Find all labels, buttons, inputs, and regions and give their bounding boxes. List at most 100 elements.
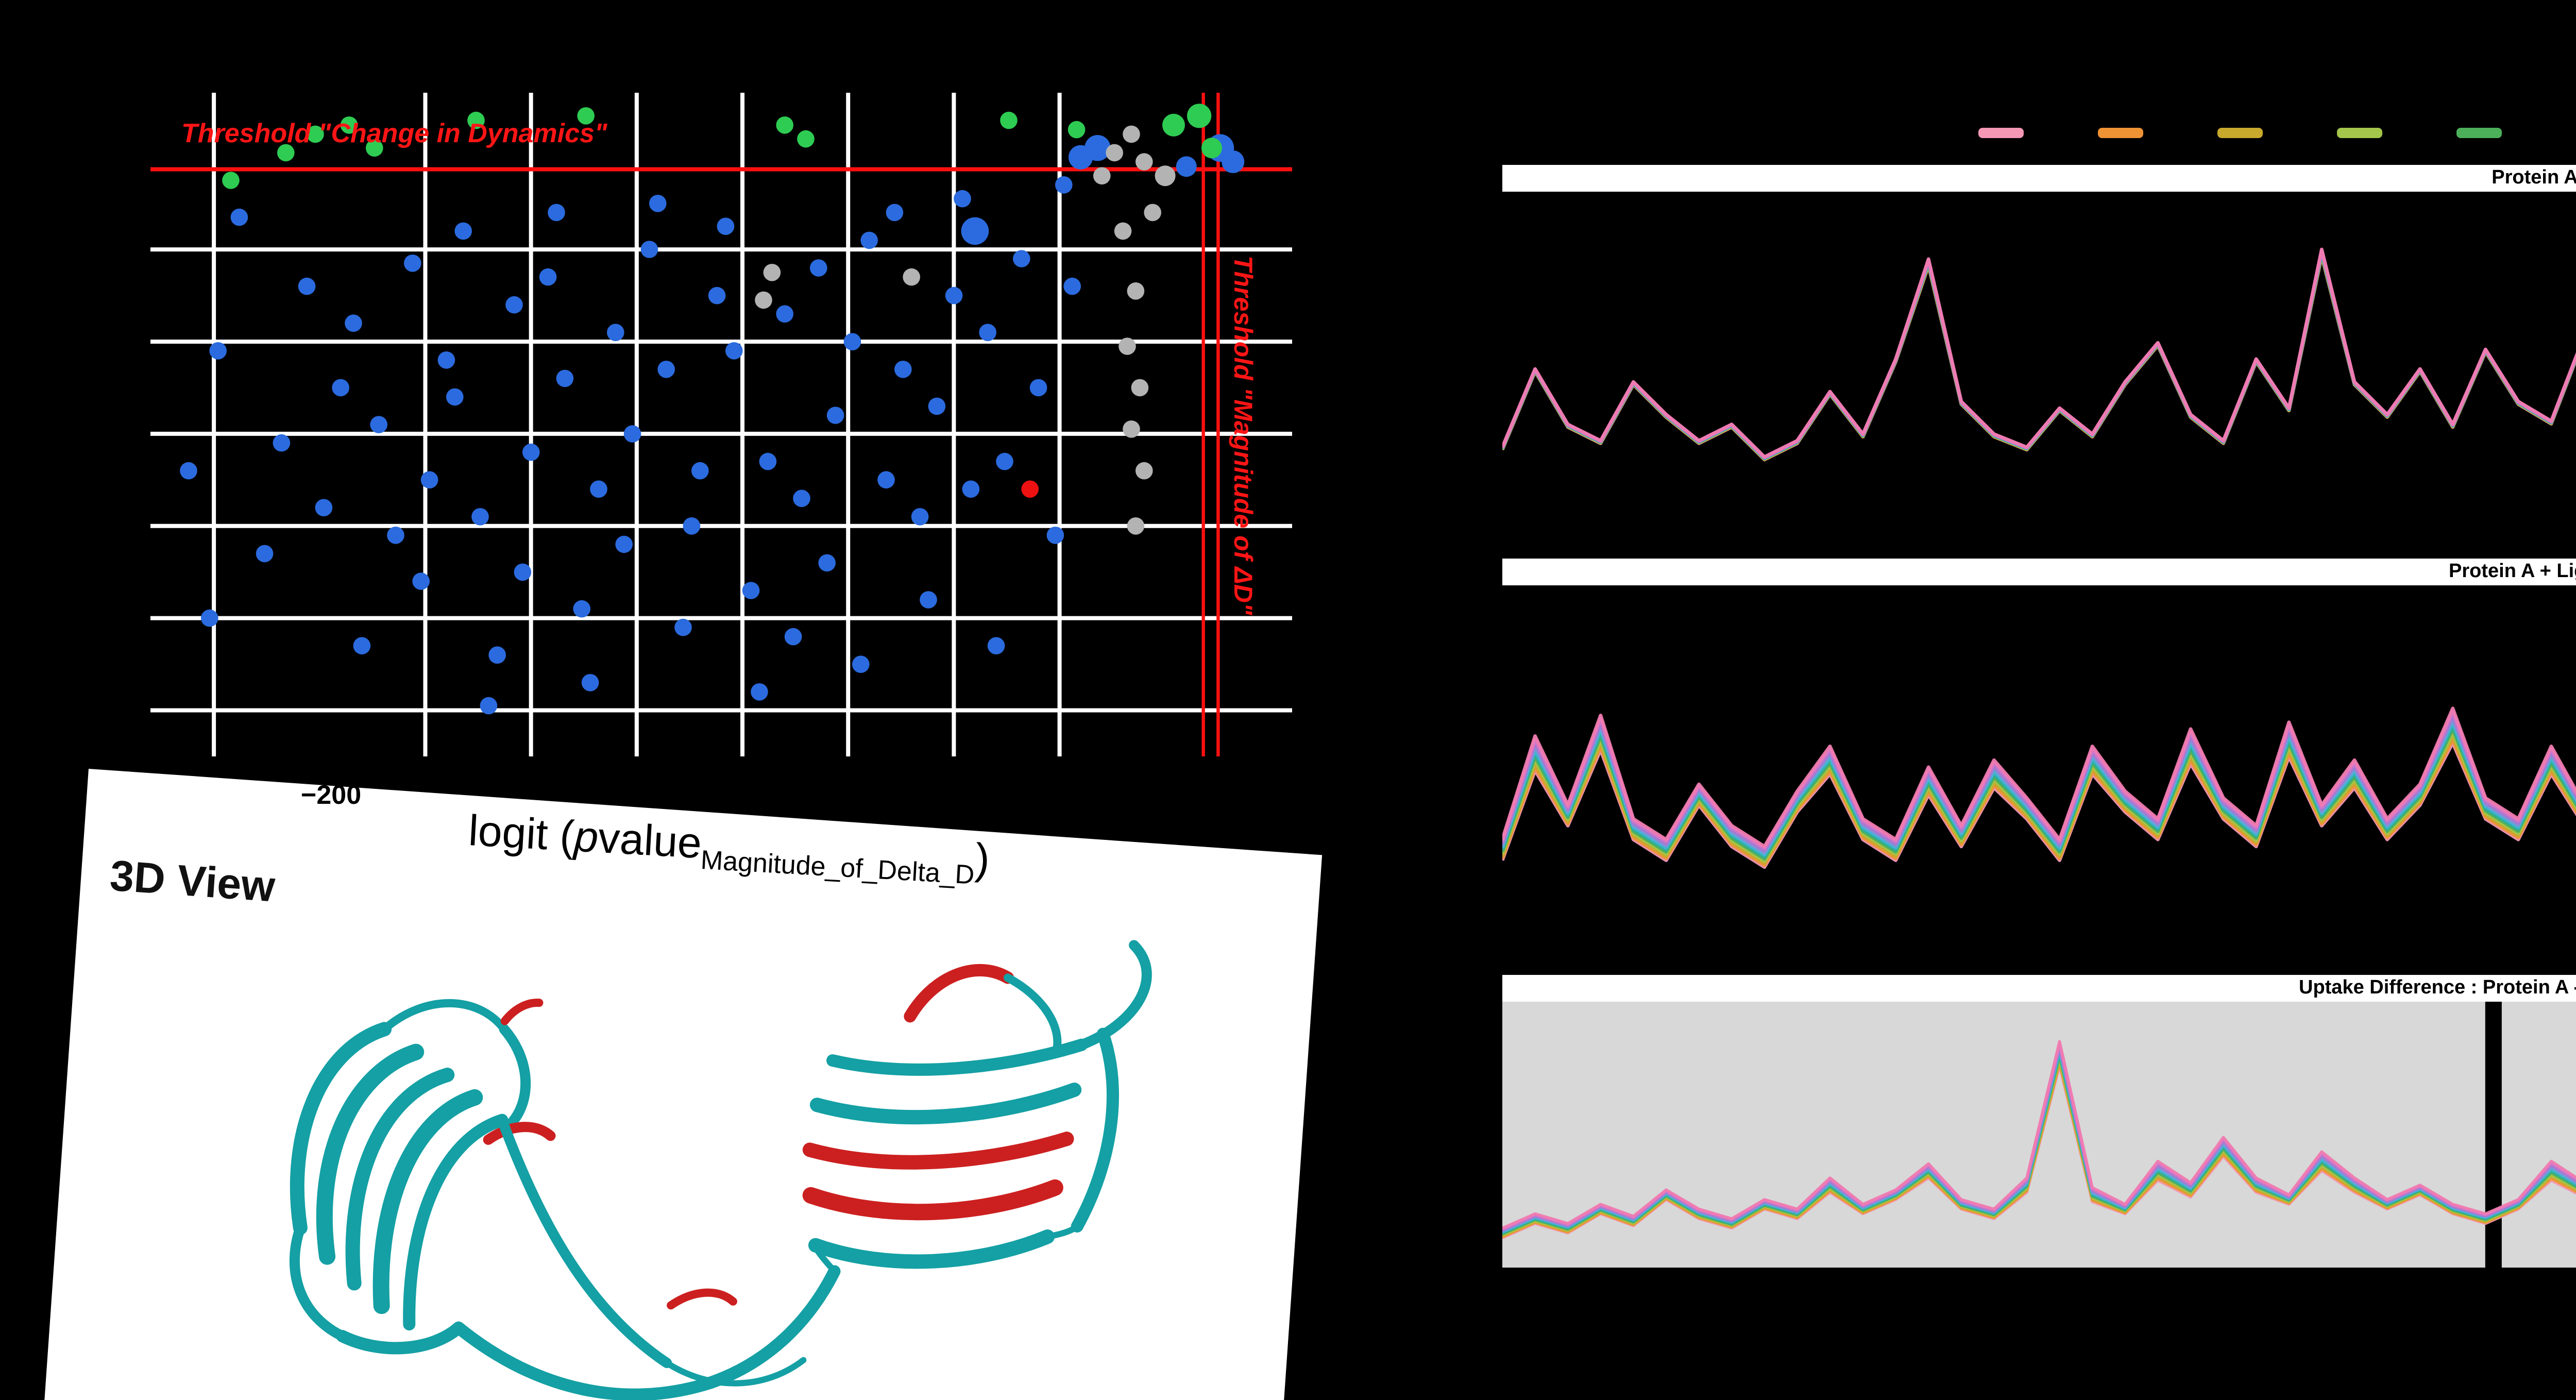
scatter-point-gray[interactable] — [1136, 462, 1153, 480]
scatter-point-blue[interactable] — [590, 480, 607, 498]
scatter-point-blue[interactable] — [332, 379, 349, 397]
scatter-point-blue[interactable] — [548, 204, 565, 222]
scatter-point-blue[interactable] — [961, 217, 989, 245]
scatter-point-blue[interactable] — [683, 517, 701, 535]
scatter-point-gray[interactable] — [1155, 165, 1176, 187]
scatter-point-gray[interactable] — [1136, 153, 1153, 171]
scatter-point-blue[interactable] — [793, 490, 810, 507]
scatter-point-blue[interactable] — [725, 342, 743, 360]
scatter-point-blue[interactable] — [1063, 277, 1081, 295]
scatter-point-blue[interactable] — [404, 255, 421, 272]
scatter-point-blue[interactable] — [505, 296, 523, 314]
scatter-point-blue[interactable] — [573, 600, 590, 618]
scatter-point-blue[interactable] — [1222, 150, 1245, 173]
scatter-point-green[interactable] — [776, 116, 793, 134]
scatter-point-green[interactable] — [1187, 104, 1212, 128]
volcano-plot-canvas[interactable] — [150, 93, 1292, 756]
scatter-point-blue[interactable] — [818, 554, 836, 572]
scatter-point-gray[interactable] — [763, 264, 781, 281]
scatter-point-gray[interactable] — [755, 291, 772, 309]
uptake-difference-chart[interactable] — [1502, 1002, 2576, 1268]
scatter-point-green[interactable] — [366, 139, 383, 157]
scatter-point-blue[interactable] — [708, 286, 726, 305]
scatter-point-green[interactable] — [797, 130, 815, 148]
scatter-point-blue[interactable] — [1084, 135, 1111, 161]
scatter-point-blue[interactable] — [886, 204, 904, 222]
scatter-point-blue[interactable] — [894, 361, 912, 378]
scatter-point-gray[interactable] — [1118, 338, 1136, 355]
scatter-point-red[interactable] — [1021, 480, 1039, 498]
scatter-point-blue[interactable] — [852, 655, 870, 673]
scatter-point-green[interactable] — [277, 144, 295, 162]
protein-structure-viewer[interactable] — [41, 769, 1322, 1400]
scatter-point-green[interactable] — [1162, 113, 1185, 137]
scatter-point-blue[interactable] — [437, 351, 455, 369]
scatter-point-blue[interactable] — [691, 462, 709, 480]
scatter-point-green[interactable] — [1000, 111, 1018, 129]
scatter-point-blue[interactable] — [1029, 379, 1047, 397]
scatter-point-blue[interactable] — [1055, 176, 1073, 194]
scatter-point-blue[interactable] — [954, 190, 971, 208]
scatter-point-blue[interactable] — [776, 305, 793, 323]
scatter-point-blue[interactable] — [657, 361, 675, 378]
scatter-point-blue[interactable] — [454, 222, 472, 240]
scatter-point-blue[interactable] — [911, 508, 929, 526]
scatter-point-green[interactable] — [1201, 138, 1222, 159]
scatter-point-blue[interactable] — [996, 452, 1013, 470]
scatter-point-blue[interactable] — [928, 397, 946, 415]
scatter-point-blue[interactable] — [979, 324, 996, 341]
scatter-point-blue[interactable] — [230, 208, 248, 226]
scatter-point-gray[interactable] — [1114, 222, 1132, 240]
scatter-point-blue[interactable] — [1176, 156, 1197, 177]
scatter-point-gray[interactable] — [1127, 517, 1145, 535]
scatter-point-green[interactable] — [1067, 121, 1086, 139]
scatter-point-blue[interactable] — [674, 618, 692, 636]
scatter-point-gray[interactable] — [1106, 144, 1123, 162]
scatter-point-blue[interactable] — [877, 471, 895, 488]
scatter-point-blue[interactable] — [201, 609, 218, 627]
scatter-point-blue[interactable] — [843, 333, 861, 350]
scatter-point-blue[interactable] — [717, 217, 735, 235]
scatter-point-blue[interactable] — [784, 628, 802, 646]
scatter-point-blue[interactable] — [581, 674, 599, 691]
scatter-point-blue[interactable] — [987, 637, 1005, 654]
scatter-point-blue[interactable] — [370, 416, 387, 433]
uptake-chart-protein-a[interactable] — [1502, 192, 2576, 554]
scatter-point-blue[interactable] — [412, 572, 430, 590]
scatter-point-blue[interactable] — [945, 286, 963, 305]
scatter-point-blue[interactable] — [420, 471, 438, 488]
scatter-point-green[interactable] — [577, 107, 595, 125]
scatter-point-blue[interactable] — [607, 324, 624, 341]
scatter-point-blue[interactable] — [539, 268, 557, 286]
scatter-point-gray[interactable] — [1144, 204, 1161, 222]
scatter-point-blue[interactable] — [623, 425, 641, 443]
scatter-point-blue[interactable] — [556, 369, 574, 387]
scatter-point-blue[interactable] — [298, 277, 316, 295]
scatter-point-blue[interactable] — [860, 231, 878, 249]
scatter-point-blue[interactable] — [387, 527, 404, 544]
scatter-point-blue[interactable] — [810, 259, 827, 277]
scatter-point-gray[interactable] — [903, 268, 920, 286]
scatter-point-gray[interactable] — [1127, 282, 1145, 300]
scatter-point-blue[interactable] — [180, 462, 197, 480]
scatter-point-blue[interactable] — [826, 407, 844, 424]
scatter-point-blue[interactable] — [751, 683, 768, 701]
scatter-point-blue[interactable] — [759, 452, 777, 470]
scatter-point-blue[interactable] — [742, 582, 760, 599]
scatter-point-blue[interactable] — [446, 388, 464, 406]
scatter-point-blue[interactable] — [649, 195, 667, 212]
scatter-point-blue[interactable] — [920, 591, 937, 609]
scatter-point-blue[interactable] — [615, 535, 633, 553]
scatter-point-green[interactable] — [222, 172, 240, 189]
scatter-point-blue[interactable] — [488, 646, 506, 664]
scatter-point-blue[interactable] — [353, 637, 371, 654]
scatter-point-blue[interactable] — [345, 314, 362, 332]
scatter-point-gray[interactable] — [1131, 379, 1149, 397]
scatter-point-blue[interactable] — [471, 508, 489, 526]
scatter-point-blue[interactable] — [480, 697, 498, 715]
scatter-point-green[interactable] — [467, 111, 485, 129]
scatter-point-blue[interactable] — [256, 545, 274, 563]
scatter-point-blue[interactable] — [273, 434, 291, 452]
view-3d-panel[interactable]: 3D View — [41, 769, 1323, 1400]
uptake-chart-protein-a-ligand[interactable] — [1502, 585, 2576, 969]
